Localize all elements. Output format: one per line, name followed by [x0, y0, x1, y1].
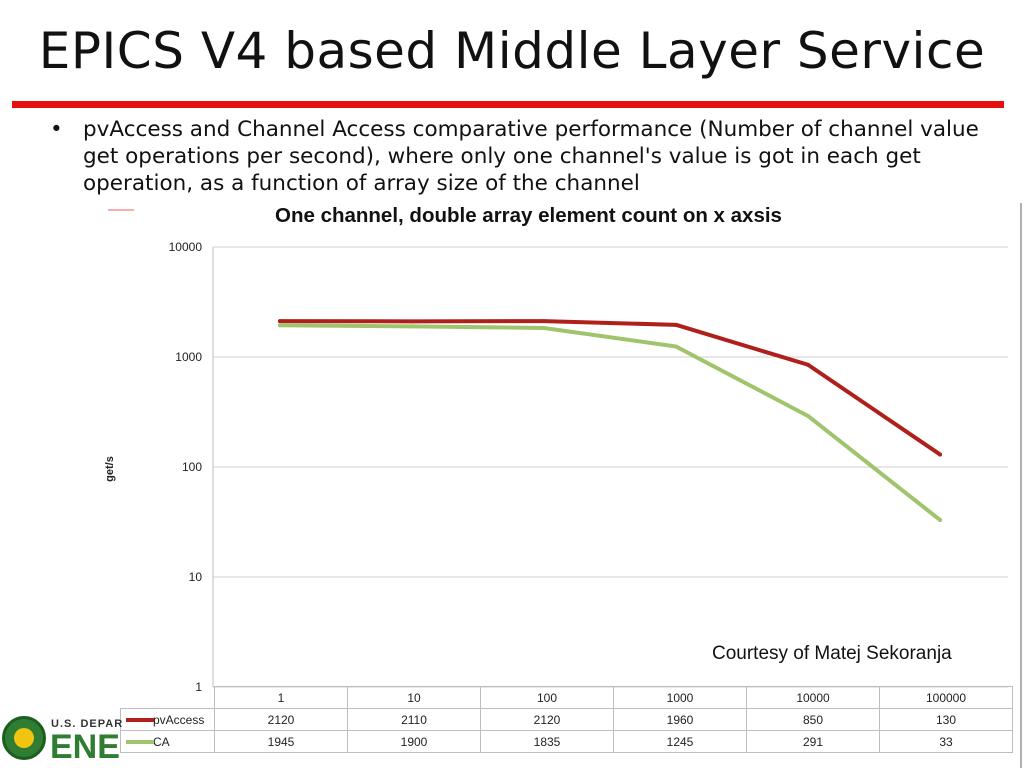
data-point-ca: [278, 323, 282, 328]
table-header-row: 1 10 100 1000 10000 100000: [120, 686, 1013, 709]
table-corner: [120, 686, 215, 709]
frame-edge: [1020, 203, 1022, 768]
table-header-cell: 1: [214, 686, 348, 709]
table-header-cell: 1000: [613, 686, 747, 709]
table-cell: 1960: [613, 708, 747, 731]
y-tick-label: 1000: [175, 350, 202, 364]
legend-swatch-ca: [126, 740, 154, 744]
data-point-pvaccess: [674, 322, 678, 327]
data-point-pvaccess: [806, 362, 810, 367]
data-point-ca: [674, 344, 678, 349]
y-axis-label: get/s: [103, 456, 116, 482]
courtesy-note: Courtesy of Matej Sekoranja: [712, 643, 952, 664]
table-row: pvAccess 2120 2110 2120 1960 850 130: [120, 708, 1013, 731]
data-point-ca: [410, 324, 414, 329]
table-cell: 850: [746, 708, 880, 731]
data-point-ca: [806, 413, 810, 418]
data-point-pvaccess: [938, 452, 942, 457]
data-point-ca: [542, 326, 546, 331]
table-cell: 1835: [480, 730, 614, 753]
legend-swatch-pvaccess: [126, 718, 154, 722]
slide-title: EPICS V4 based Middle Layer Service: [38, 22, 986, 80]
legend-ca: CA: [120, 730, 215, 753]
decorative-mark: [108, 209, 134, 211]
logo-text-top: U.S. DEPAR: [51, 718, 124, 730]
series-line-ca: [278, 323, 942, 522]
data-table: 1 10 100 1000 10000 100000 pvAccess 2120…: [120, 686, 1013, 753]
legend-label: CA: [153, 734, 170, 749]
table-cell: 1945: [214, 730, 348, 753]
table-cell: 2110: [347, 708, 481, 731]
data-point-pvaccess: [278, 319, 282, 324]
table-cell: 1900: [347, 730, 481, 753]
title-rule: [12, 101, 1004, 108]
table-header-cell: 100: [480, 686, 614, 709]
table-header-cell: 10: [347, 686, 481, 709]
y-tick-label: 10: [188, 570, 202, 584]
bullet-dot: •: [50, 117, 63, 142]
data-point-pvaccess: [542, 319, 546, 324]
table-cell: 1245: [613, 730, 747, 753]
legend-pvaccess: pvAccess: [120, 708, 215, 731]
doe-seal-logo: [2, 716, 46, 760]
y-tick-label: 10000: [168, 240, 202, 254]
data-point-ca: [938, 517, 942, 522]
table-cell: 130: [879, 708, 1013, 731]
table-cell: 33: [879, 730, 1013, 753]
table-row: CA 1945 1900 1835 1245 291 33: [120, 730, 1013, 753]
table-cell: 2120: [214, 708, 348, 731]
table-header-cell: 10000: [746, 686, 880, 709]
data-point-pvaccess: [410, 319, 414, 324]
legend-label: pvAccess: [153, 712, 205, 727]
bullet-text: pvAccess and Channel Access comparative …: [83, 117, 979, 196]
table-cell: 291: [746, 730, 880, 753]
logo-text-big: ENE: [50, 728, 120, 766]
chart-title: One channel, double array element count …: [275, 204, 782, 227]
table-cell: 2120: [480, 708, 614, 731]
table-header-cell: 100000: [879, 686, 1013, 709]
doe-seal-center: [14, 728, 34, 748]
y-tick-label: 100: [181, 460, 202, 474]
series-line-pvaccess: [278, 319, 942, 457]
